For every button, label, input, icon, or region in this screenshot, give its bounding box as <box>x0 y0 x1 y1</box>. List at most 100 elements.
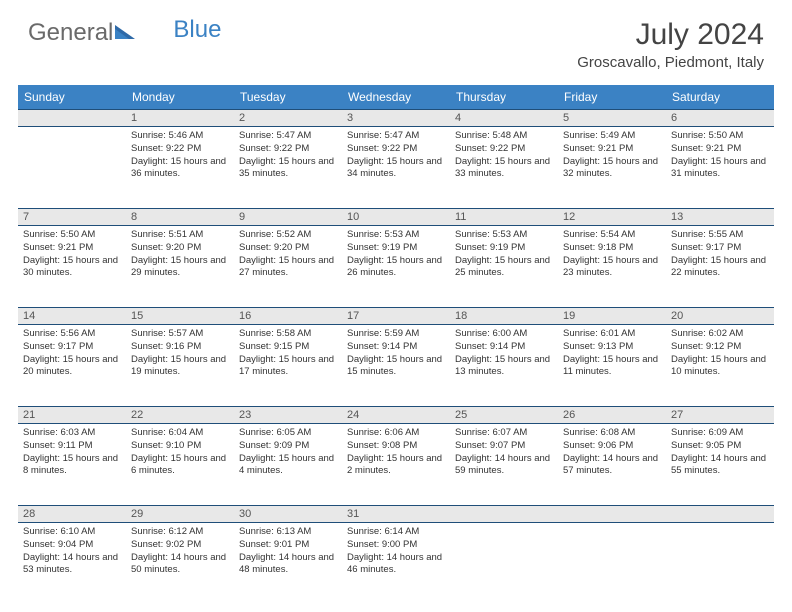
sunset-line: Sunset: 9:19 PM <box>347 242 445 254</box>
day-cell: Sunrise: 5:48 AMSunset: 9:22 PMDaylight:… <box>450 127 558 208</box>
day-number-cell: 15 <box>126 307 234 325</box>
day-number-cell: 9 <box>234 208 342 226</box>
sunrise-line: Sunrise: 6:08 AM <box>563 427 661 439</box>
day-cell: Sunrise: 5:49 AMSunset: 9:21 PMDaylight:… <box>558 127 666 208</box>
daylight-line: Daylight: 15 hours and 19 minutes. <box>131 354 229 378</box>
day-number-cell: 6 <box>666 109 774 127</box>
day-cell: Sunrise: 6:14 AMSunset: 9:00 PMDaylight:… <box>342 523 450 604</box>
day-cell: Sunrise: 5:58 AMSunset: 9:15 PMDaylight:… <box>234 325 342 406</box>
daylight-line: Daylight: 15 hours and 4 minutes. <box>239 453 337 477</box>
weekday-header: Thursday <box>450 85 558 109</box>
sunrise-line: Sunrise: 5:52 AM <box>239 229 337 241</box>
daylight-line: Daylight: 14 hours and 59 minutes. <box>455 453 553 477</box>
day-number-cell: 17 <box>342 307 450 325</box>
sunrise-line: Sunrise: 6:12 AM <box>131 526 229 538</box>
sunrise-line: Sunrise: 5:51 AM <box>131 229 229 241</box>
sunset-line: Sunset: 9:21 PM <box>563 143 661 155</box>
day-cell: Sunrise: 5:50 AMSunset: 9:21 PMDaylight:… <box>666 127 774 208</box>
sunrise-line: Sunrise: 6:13 AM <box>239 526 337 538</box>
day-number-cell: 23 <box>234 406 342 424</box>
day-number-cell: 22 <box>126 406 234 424</box>
sunset-line: Sunset: 9:22 PM <box>239 143 337 155</box>
day-cell: Sunrise: 6:13 AMSunset: 9:01 PMDaylight:… <box>234 523 342 604</box>
empty-day-cell <box>18 127 126 208</box>
daylight-line: Daylight: 15 hours and 31 minutes. <box>671 156 769 180</box>
sunset-line: Sunset: 9:06 PM <box>563 440 661 452</box>
sunrise-line: Sunrise: 6:03 AM <box>23 427 121 439</box>
sunset-line: Sunset: 9:05 PM <box>671 440 769 452</box>
day-cell: Sunrise: 6:04 AMSunset: 9:10 PMDaylight:… <box>126 424 234 505</box>
sunset-line: Sunset: 9:13 PM <box>563 341 661 353</box>
day-cell: Sunrise: 6:01 AMSunset: 9:13 PMDaylight:… <box>558 325 666 406</box>
daylight-line: Daylight: 15 hours and 20 minutes. <box>23 354 121 378</box>
calendar-body: 123456Sunrise: 5:46 AMSunset: 9:22 PMDay… <box>18 109 774 604</box>
sunrise-line: Sunrise: 6:06 AM <box>347 427 445 439</box>
day-cell: Sunrise: 5:56 AMSunset: 9:17 PMDaylight:… <box>18 325 126 406</box>
day-cell: Sunrise: 5:55 AMSunset: 9:17 PMDaylight:… <box>666 226 774 307</box>
page-header: General Blue July 2024 Groscavallo, Pied… <box>0 0 792 79</box>
sunset-line: Sunset: 9:20 PM <box>239 242 337 254</box>
sunset-line: Sunset: 9:17 PM <box>671 242 769 254</box>
sunset-line: Sunset: 9:22 PM <box>347 143 445 155</box>
sunset-line: Sunset: 9:12 PM <box>671 341 769 353</box>
empty-day-number-cell <box>666 505 774 523</box>
daylight-line: Daylight: 15 hours and 26 minutes. <box>347 255 445 279</box>
empty-day-cell <box>666 523 774 604</box>
day-number-cell: 3 <box>342 109 450 127</box>
day-number-cell: 8 <box>126 208 234 226</box>
sunrise-line: Sunrise: 5:47 AM <box>239 130 337 142</box>
sunrise-line: Sunrise: 5:58 AM <box>239 328 337 340</box>
daylight-line: Daylight: 15 hours and 8 minutes. <box>23 453 121 477</box>
empty-day-cell <box>558 523 666 604</box>
day-cell: Sunrise: 5:47 AMSunset: 9:22 PMDaylight:… <box>234 127 342 208</box>
logo-text-2: Blue <box>173 16 221 44</box>
day-cell: Sunrise: 5:46 AMSunset: 9:22 PMDaylight:… <box>126 127 234 208</box>
week-content-row: Sunrise: 5:50 AMSunset: 9:21 PMDaylight:… <box>18 226 774 307</box>
daylight-line: Daylight: 15 hours and 35 minutes. <box>239 156 337 180</box>
sunset-line: Sunset: 9:11 PM <box>23 440 121 452</box>
day-cell: Sunrise: 5:54 AMSunset: 9:18 PMDaylight:… <box>558 226 666 307</box>
empty-day-cell <box>450 523 558 604</box>
daylight-line: Daylight: 15 hours and 10 minutes. <box>671 354 769 378</box>
day-number-cell: 10 <box>342 208 450 226</box>
sunset-line: Sunset: 9:17 PM <box>23 341 121 353</box>
sunrise-line: Sunrise: 5:48 AM <box>455 130 553 142</box>
weekday-header: Saturday <box>666 85 774 109</box>
day-cell: Sunrise: 5:47 AMSunset: 9:22 PMDaylight:… <box>342 127 450 208</box>
day-number-cell: 27 <box>666 406 774 424</box>
daylight-line: Daylight: 15 hours and 11 minutes. <box>563 354 661 378</box>
daylight-line: Daylight: 15 hours and 17 minutes. <box>239 354 337 378</box>
sunset-line: Sunset: 9:10 PM <box>131 440 229 452</box>
daylight-line: Daylight: 14 hours and 46 minutes. <box>347 552 445 576</box>
sunrise-line: Sunrise: 6:05 AM <box>239 427 337 439</box>
day-number-cell: 26 <box>558 406 666 424</box>
weekday-header-row: SundayMondayTuesdayWednesdayThursdayFrid… <box>18 85 774 109</box>
day-cell: Sunrise: 6:07 AMSunset: 9:07 PMDaylight:… <box>450 424 558 505</box>
daylight-line: Daylight: 15 hours and 27 minutes. <box>239 255 337 279</box>
sunset-line: Sunset: 9:01 PM <box>239 539 337 551</box>
day-cell: Sunrise: 6:05 AMSunset: 9:09 PMDaylight:… <box>234 424 342 505</box>
sunrise-line: Sunrise: 6:02 AM <box>671 328 769 340</box>
daynum-row: 21222324252627 <box>18 406 774 424</box>
day-number-cell: 13 <box>666 208 774 226</box>
sunset-line: Sunset: 9:18 PM <box>563 242 661 254</box>
day-cell: Sunrise: 6:06 AMSunset: 9:08 PMDaylight:… <box>342 424 450 505</box>
month-title: July 2024 <box>577 18 764 52</box>
day-cell: Sunrise: 5:59 AMSunset: 9:14 PMDaylight:… <box>342 325 450 406</box>
sunset-line: Sunset: 9:22 PM <box>455 143 553 155</box>
sunset-line: Sunset: 9:16 PM <box>131 341 229 353</box>
sunrise-line: Sunrise: 5:55 AM <box>671 229 769 241</box>
day-number-cell: 16 <box>234 307 342 325</box>
sunrise-line: Sunrise: 5:56 AM <box>23 328 121 340</box>
sunrise-line: Sunrise: 5:53 AM <box>347 229 445 241</box>
daynum-row: 28293031 <box>18 505 774 523</box>
day-cell: Sunrise: 6:10 AMSunset: 9:04 PMDaylight:… <box>18 523 126 604</box>
daynum-row: 14151617181920 <box>18 307 774 325</box>
day-number-cell: 28 <box>18 505 126 523</box>
sunrise-line: Sunrise: 6:14 AM <box>347 526 445 538</box>
day-cell: Sunrise: 6:08 AMSunset: 9:06 PMDaylight:… <box>558 424 666 505</box>
daylight-line: Daylight: 15 hours and 15 minutes. <box>347 354 445 378</box>
daylight-line: Daylight: 15 hours and 6 minutes. <box>131 453 229 477</box>
sunset-line: Sunset: 9:21 PM <box>671 143 769 155</box>
sunset-line: Sunset: 9:14 PM <box>347 341 445 353</box>
